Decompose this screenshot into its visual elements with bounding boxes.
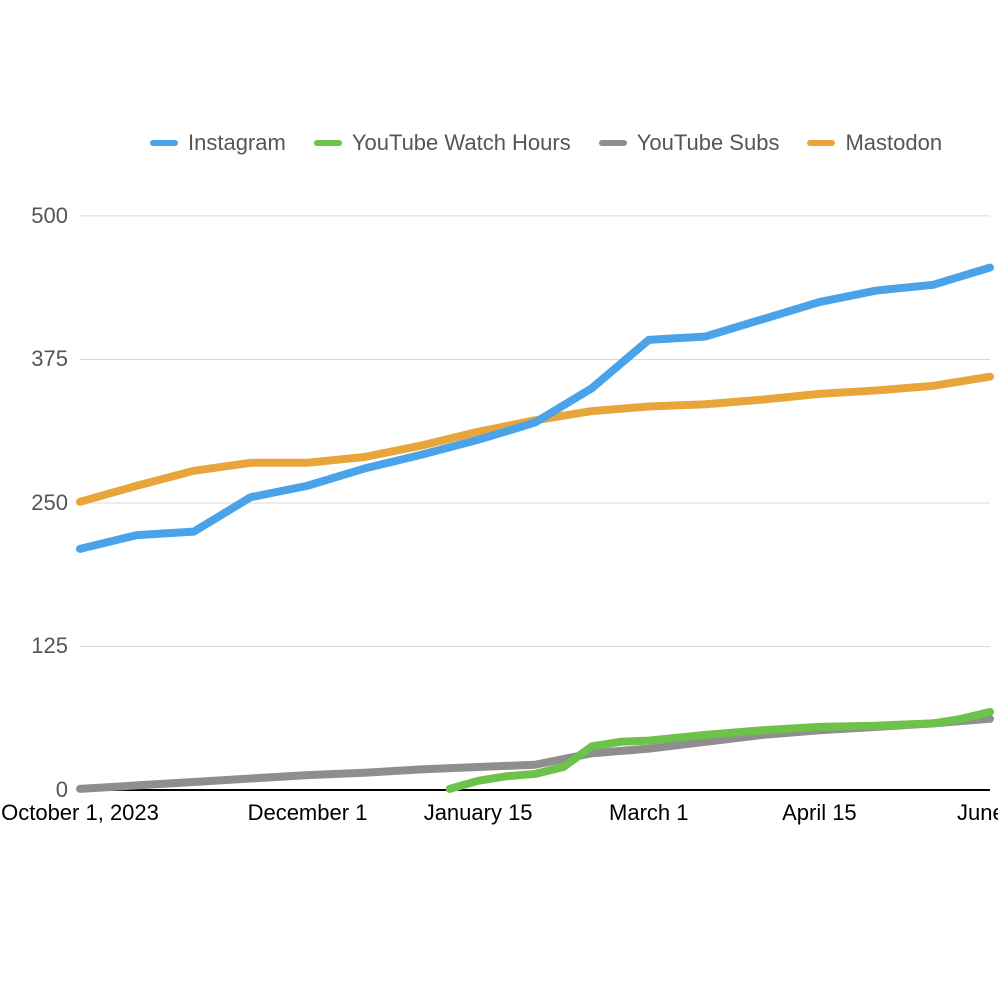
legend-item: Instagram xyxy=(150,130,286,156)
legend-label: Instagram xyxy=(188,130,286,156)
chart-legend: Instagram YouTube Watch Hours YouTube Subs… xyxy=(150,130,942,156)
x-tick-label: June 1 xyxy=(957,800,998,826)
series-line xyxy=(80,377,990,502)
legend-item: YouTube Subs xyxy=(599,130,780,156)
legend-swatch-icon xyxy=(807,140,835,146)
legend-label: YouTube Subs xyxy=(637,130,780,156)
line-chart-container: Instagram YouTube Watch Hours YouTube Subs… xyxy=(0,0,998,1000)
x-tick-label: March 1 xyxy=(609,800,688,826)
legend-item: YouTube Watch Hours xyxy=(314,130,571,156)
legend-swatch-icon xyxy=(150,140,178,146)
series-line xyxy=(450,712,990,789)
y-tick-label: 500 xyxy=(31,203,68,229)
y-tick-label: 125 xyxy=(31,633,68,659)
series-line xyxy=(80,268,990,549)
y-tick-label: 375 xyxy=(31,346,68,372)
legend-label: YouTube Watch Hours xyxy=(352,130,571,156)
x-tick-label: October 1, 2023 xyxy=(1,800,159,826)
x-tick-label: April 15 xyxy=(782,800,857,826)
legend-swatch-icon xyxy=(314,140,342,146)
x-tick-label: December 1 xyxy=(248,800,368,826)
legend-item: Mastodon xyxy=(807,130,942,156)
legend-swatch-icon xyxy=(599,140,627,146)
legend-label: Mastodon xyxy=(845,130,942,156)
y-tick-label: 250 xyxy=(31,490,68,516)
x-tick-label: January 15 xyxy=(424,800,533,826)
